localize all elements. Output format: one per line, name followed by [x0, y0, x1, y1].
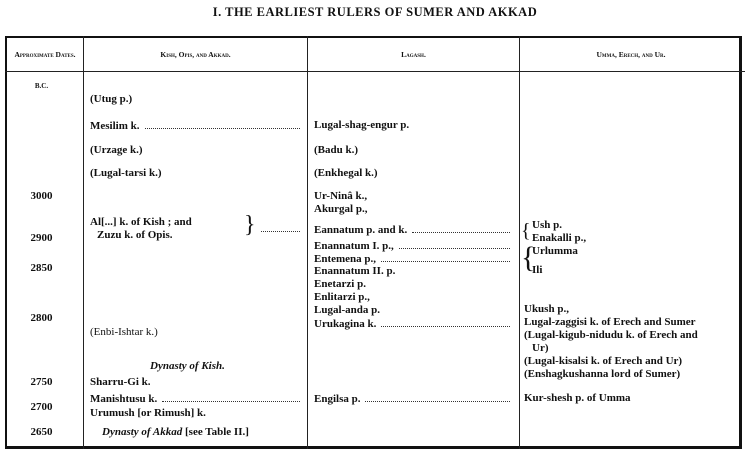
- ruler-entry: (Lugal-kisalsi k. of Erech and Ur): [524, 355, 683, 367]
- date: 2650: [30, 426, 53, 438]
- ruler-entry: (Enbi-Ishtar k.): [90, 326, 158, 338]
- ruler-entry: Ush p.: [532, 219, 562, 231]
- ruler-entry: (Urzage k.): [90, 144, 143, 156]
- dynasty-heading: Dynasty of Akkad [see Table II.]: [102, 426, 249, 438]
- right-brace: }: [244, 212, 256, 238]
- left-brace: {: [521, 241, 536, 274]
- ruler-entry: Urlumma: [532, 245, 578, 257]
- ruler-entry: Urumush [or Rimush] k.: [90, 407, 206, 419]
- ruler-entry: (Enshagkushanna lord of Sumer): [524, 368, 681, 380]
- ruler-entry: Ili: [532, 264, 543, 276]
- date: 3000: [30, 190, 53, 202]
- table-reference: [see Table II.]: [185, 426, 249, 438]
- ruler-entry: Lugal-shag-engur p.: [314, 119, 410, 131]
- ruler-entry: Lugal-zaggisi k. of Erech and Sumer: [524, 316, 696, 328]
- dynasty-heading: Dynasty of Kish.: [150, 360, 225, 372]
- header-kish: Kish, Opis, and Akkad.: [160, 50, 231, 59]
- ruler-entry: Urukagina k.: [314, 317, 510, 330]
- left-brace: {: [521, 220, 531, 242]
- ruler-entry: Ukush p.,: [524, 303, 569, 315]
- dotted-leader: [162, 392, 300, 402]
- dotted-leader: [381, 317, 510, 327]
- header-divider: [5, 71, 745, 72]
- ruler-entry: Ur): [532, 342, 549, 354]
- ruler-entry: Enakalli p.,: [532, 232, 587, 244]
- ruler-entry: Ur-Ninâ k.,: [314, 190, 368, 202]
- date: 2700: [30, 401, 53, 413]
- ruler-entry: Mesilim k.: [90, 119, 300, 132]
- ruler-entry: Sharru-Gi k.: [90, 376, 151, 388]
- date: 2750: [30, 376, 53, 388]
- date: 2800: [30, 312, 53, 324]
- dotted-leader: [412, 223, 510, 233]
- header-umma: Umma, Erech, and Ur.: [596, 50, 666, 59]
- ruler-name: Enannatum I. p.,: [314, 240, 394, 252]
- dotted-leader: [261, 222, 300, 232]
- date: 2850: [30, 262, 53, 274]
- ruler-name: Eannatum p. and k.: [314, 224, 408, 236]
- ruler-entry: (Badu k.): [314, 144, 359, 156]
- ruler-entry: Entemena p.,: [314, 252, 510, 265]
- ruler-name: Entemena p.,: [314, 253, 377, 265]
- ruler-entry: (Lugal-tarsi k.): [90, 167, 162, 179]
- date: 2900: [30, 232, 53, 244]
- ruler-entry: Lugal-anda p.: [314, 304, 381, 316]
- ruler-name: Urukagina k.: [314, 318, 377, 330]
- column-divider: [307, 36, 308, 449]
- ruler-entry: Zuzu k. of Opis.: [97, 229, 173, 241]
- ruler-entry: Al[...] k. of Kish ; and: [90, 216, 192, 228]
- ruler-entry: (Lugal-kigub-nidudu k. of Erech and: [524, 329, 698, 341]
- ruler-name: Mesilim k.: [90, 120, 140, 132]
- column-divider: [83, 36, 84, 449]
- dotted-leader: [381, 252, 510, 262]
- dotted-leader: [398, 239, 510, 249]
- dotted-leader: [365, 392, 510, 402]
- ruler-entry: Engilsa p.: [314, 392, 510, 405]
- ruler-entry: (Enkhegal k.): [314, 167, 378, 179]
- ruler-entry: Enetarzi p.: [314, 278, 366, 290]
- ruler-entry: Enannatum II. p.: [314, 265, 396, 277]
- ruler-entry: Manishtusu k.: [90, 392, 300, 405]
- dynasty-name: Dynasty of Akkad: [102, 426, 183, 438]
- ruler-entry: Eannatum p. and k.: [314, 223, 510, 236]
- ruler-entry: Enlitarzi p.,: [314, 291, 370, 303]
- ruler-entry: Enannatum I. p.,: [314, 239, 510, 252]
- ruler-name: Engilsa p.: [314, 393, 361, 405]
- dotted-leader: [144, 119, 300, 129]
- page-title: I. THE EARLIEST RULERS OF SUMER AND AKKA…: [212, 5, 538, 19]
- ruler-entry: (Utug p.): [90, 93, 133, 105]
- header-lagash: Lagash.: [401, 50, 426, 59]
- ruler-entry: Akurgal p.,: [314, 203, 368, 215]
- ruler-entry: Kur-shesh p. of Umma: [524, 392, 631, 404]
- table-frame: [5, 36, 742, 449]
- header-dates: Approximate Dates.: [14, 50, 76, 59]
- column-divider: [519, 36, 520, 449]
- dotted-leader-row: [256, 222, 300, 232]
- date-unit: B.C.: [34, 82, 49, 90]
- ruler-name: Manishtusu k.: [90, 393, 158, 405]
